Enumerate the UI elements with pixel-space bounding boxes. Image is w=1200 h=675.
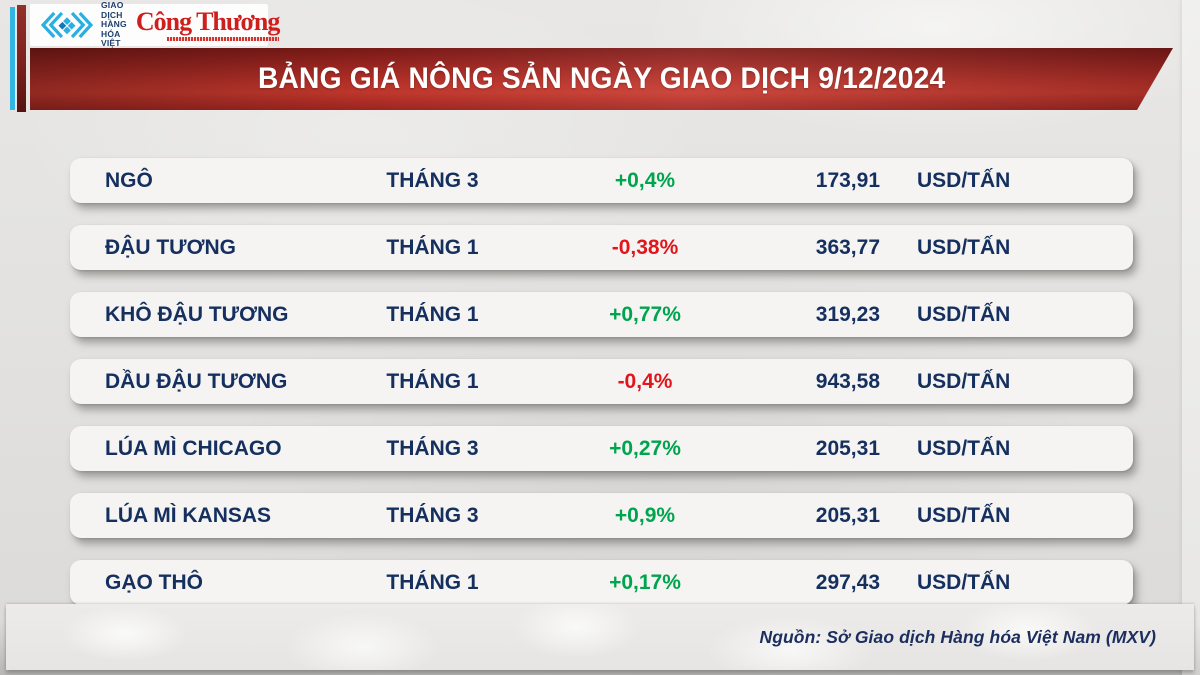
cong-thuong-logo: Công Thương [136,9,280,41]
contract-month: THÁNG 3 [386,436,479,460]
page-title: BẢNG GIÁ NÔNG SẢN NGÀY GIAO DỊCH 9/12/20… [257,62,946,95]
price-unit: USD/TẤN [917,235,1011,259]
price-unit: USD/TẤN [917,168,1011,192]
price-row-ngo: NGÔ THÁNG 3 +0,4% 173,91 USD/TẤN [70,158,1133,203]
price-value: 943,58 [815,369,880,393]
commodity-name: DẦU ĐẬU TƯƠNG [105,369,288,393]
price-value: 319,23 [815,302,880,326]
change-percent: +0,27% [609,436,681,460]
price-value: 205,31 [815,503,880,527]
left-accent-bar-red [17,5,26,112]
change-percent: +0,9% [614,503,676,527]
contract-month: THÁNG 1 [386,302,479,326]
cong-thuong-tagline [167,37,280,41]
title-banner: BẢNG GIÁ NÔNG SẢN NGÀY GIAO DỊCH 9/12/20… [30,48,1173,110]
price-table: NGÔ THÁNG 3 +0,4% 173,91 USD/TẤN ĐẬU TƯƠ… [70,158,1133,605]
contract-month: THÁNG 3 [386,503,479,527]
contract-month: THÁNG 3 [386,168,479,192]
change-percent: +0,77% [609,302,681,326]
price-value: 297,43 [815,570,880,594]
left-accent-bar-cyan [10,7,15,110]
source-note: Nguồn: Sở Giao dịch Hàng hóa Việt Nam (M… [759,626,1156,647]
mxv-logo-icon [40,11,94,39]
contract-month: THÁNG 1 [386,570,479,594]
price-unit: USD/TẤN [917,570,1011,594]
logo-card: SỞ GIAO DỊCH HÀNG HÓA VIỆT NAM Công Thươ… [30,0,280,57]
change-percent: -0,4% [617,369,673,393]
commodity-name: ĐẬU TƯƠNG [105,235,236,259]
commodity-name: LÚA MÌ KANSAS [105,503,272,527]
cong-thuong-logo-text: Công Thương [135,7,281,36]
price-unit: USD/TẤN [917,302,1011,326]
price-value: 205,31 [815,436,880,460]
price-row-kho-dau-tuong: KHÔ ĐẬU TƯƠNG THÁNG 1 +0,77% 319,23 USD/… [70,292,1133,337]
footer-band: Nguồn: Sở Giao dịch Hàng hóa Việt Nam (M… [6,604,1194,670]
commodity-name: KHÔ ĐẬU TƯƠNG [105,302,289,326]
price-row-dau-tuong: ĐẬU TƯƠNG THÁNG 1 -0,38% 363,77 USD/TẤN [70,225,1133,270]
price-row-lua-mi-kansas: LÚA MÌ KANSAS THÁNG 3 +0,9% 205,31 USD/T… [70,493,1133,538]
commodity-name: GẠO THÔ [105,570,203,594]
contract-month: THÁNG 1 [386,235,479,259]
commodity-name: LÚA MÌ CHICAGO [105,436,282,460]
change-percent: +0,17% [609,570,681,594]
price-row-gao-tho: GẠO THÔ THÁNG 1 +0,17% 297,43 USD/TẤN [70,560,1133,605]
background-right-strip [1182,0,1200,675]
price-value: 363,77 [815,235,880,259]
price-row-dau-dau-tuong: DẦU ĐẬU TƯƠNG THÁNG 1 -0,4% 943,58 USD/T… [70,359,1133,404]
price-row-lua-mi-chicago: LÚA MÌ CHICAGO THÁNG 3 +0,27% 205,31 USD… [70,426,1133,471]
commodity-name: NGÔ [105,168,153,192]
price-unit: USD/TẤN [917,503,1011,527]
price-value: 173,91 [815,168,880,192]
price-unit: USD/TẤN [917,369,1011,393]
price-unit: USD/TẤN [917,436,1011,460]
change-percent: -0,38% [611,235,679,259]
contract-month: THÁNG 1 [386,369,479,393]
change-percent: +0,4% [614,168,676,192]
